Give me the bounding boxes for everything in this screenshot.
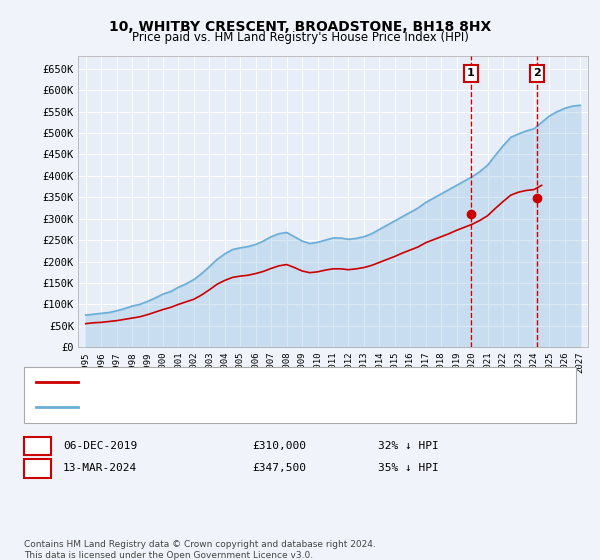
Text: 10, WHITBY CRESCENT, BROADSTONE, BH18 8HX (detached house): 10, WHITBY CRESCENT, BROADSTONE, BH18 8H… [87, 377, 449, 388]
Text: 32% ↓ HPI: 32% ↓ HPI [378, 441, 439, 451]
Text: 13-MAR-2024: 13-MAR-2024 [63, 463, 137, 473]
Text: 1: 1 [34, 441, 41, 451]
Text: £310,000: £310,000 [252, 441, 306, 451]
Text: 06-DEC-2019: 06-DEC-2019 [63, 441, 137, 451]
Text: 2: 2 [34, 463, 41, 473]
Text: 2: 2 [533, 68, 541, 78]
Text: 1: 1 [467, 68, 475, 78]
Text: Contains HM Land Registry data © Crown copyright and database right 2024.
This d: Contains HM Land Registry data © Crown c… [24, 540, 376, 560]
Text: £347,500: £347,500 [252, 463, 306, 473]
Text: 10, WHITBY CRESCENT, BROADSTONE, BH18 8HX: 10, WHITBY CRESCENT, BROADSTONE, BH18 8H… [109, 20, 491, 34]
Text: 35% ↓ HPI: 35% ↓ HPI [378, 463, 439, 473]
Text: Price paid vs. HM Land Registry's House Price Index (HPI): Price paid vs. HM Land Registry's House … [131, 31, 469, 44]
Text: HPI: Average price, detached house, Bournemouth Christchurch and Poole: HPI: Average price, detached house, Bour… [87, 402, 524, 412]
